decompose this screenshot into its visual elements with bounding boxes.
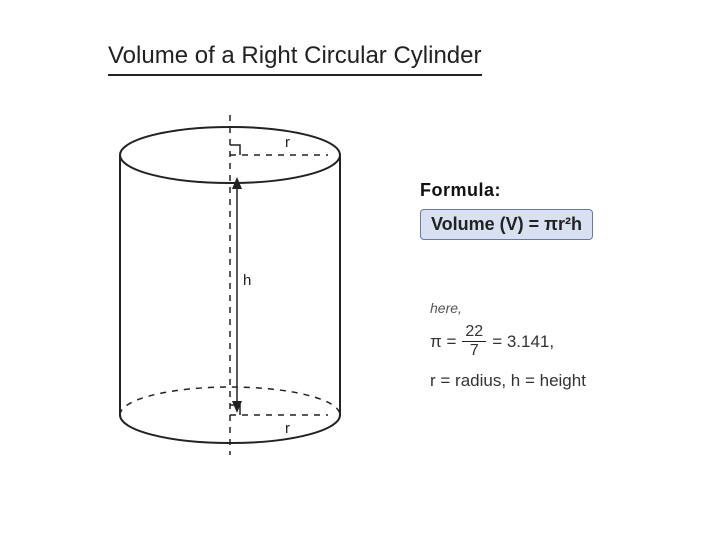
pi-line: π = 22 7 = 3.141, (430, 324, 690, 359)
cylinder-diagram: r r h (80, 105, 380, 505)
angle-marker-top (230, 145, 240, 155)
cylinder-svg: r r h (80, 105, 380, 505)
var-defs: r = radius, h = height (430, 371, 690, 391)
pi-fraction: 22 7 (462, 324, 486, 359)
pi-decimal: = 3.141, (492, 332, 554, 352)
pi-symbol: π = (430, 332, 456, 352)
label-r-bottom: r (285, 420, 290, 437)
pi-frac-den: 7 (467, 342, 482, 359)
label-h: h (243, 272, 251, 289)
formula-label: Formula: (420, 180, 680, 201)
label-r-top: r (285, 134, 290, 151)
formula-box: Volume (V) = πr²h (420, 209, 593, 240)
page-title: Volume of a Right Circular Cylinder (108, 42, 482, 76)
formula-block: Formula: Volume (V) = πr²h (420, 180, 680, 240)
notes-block: here, π = 22 7 = 3.141, r = radius, h = … (430, 300, 690, 391)
pi-frac-num: 22 (462, 324, 486, 342)
notes-here: here, (430, 300, 690, 316)
